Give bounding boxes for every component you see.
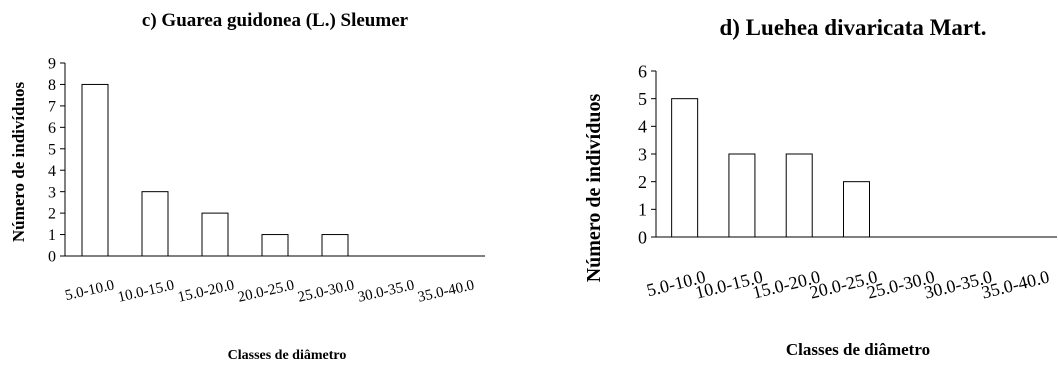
x-tick-label: 35.0-40.0 (416, 277, 476, 306)
x-tick-label: 25.0-30.0 (296, 277, 356, 306)
x-tick-label: 30.0-35.0 (356, 277, 416, 306)
y-tick-label: 9 (48, 56, 56, 73)
y-tick-label: 8 (48, 77, 56, 94)
y-tick-label: 0 (638, 227, 647, 247)
x-tick-label: 15.0-20.0 (176, 277, 236, 306)
chart-luehea-divaricata: d) Luehea divaricata Mart. Número de indi… (583, 15, 1057, 359)
chart-guarea-guidonea: c) Guarea guidonea (L.) Sleumer Número de… (9, 10, 485, 363)
y-tick-label: 5 (48, 141, 56, 158)
y-tick-label: 6 (48, 120, 56, 137)
y-tick-label: 6 (638, 61, 647, 81)
y-tick-label: 1 (48, 227, 56, 244)
y-tick-label: 3 (48, 184, 56, 201)
y-tick-label: 0 (48, 249, 56, 266)
bar (201, 212, 229, 257)
y-tick-label: 2 (48, 206, 56, 223)
bar (321, 234, 349, 257)
bar (728, 153, 756, 238)
bar (785, 153, 813, 238)
x-tick-label: 10.0-15.0 (116, 277, 176, 306)
x-axis-label: Classes de diâmetro (228, 348, 347, 363)
y-axis-label: Número de indivíduos (583, 94, 605, 283)
y-tick-label: 4 (48, 163, 56, 180)
chart-title: c) Guarea guidonea (L.) Sleumer (142, 10, 409, 31)
bar (671, 98, 699, 238)
bar (141, 191, 169, 257)
x-tick-label: 5.0-10.0 (64, 277, 116, 304)
x-tick-label: 20.0-25.0 (236, 277, 296, 306)
y-tick-label: 3 (638, 144, 647, 164)
y-tick-label: 4 (638, 117, 647, 137)
chart-title: d) Luehea divaricata Mart. (719, 15, 986, 40)
y-tick-label: 1 (638, 200, 647, 220)
y-tick-label: 7 (48, 98, 56, 115)
y-axis-label: Número de indivíduos (9, 81, 28, 242)
y-tick-label: 5 (638, 89, 647, 109)
x-axis-label: Classes de diâmetro (786, 340, 930, 359)
bar (81, 83, 109, 257)
bar (843, 181, 870, 238)
bar (261, 234, 289, 257)
y-tick-label: 2 (638, 172, 647, 192)
